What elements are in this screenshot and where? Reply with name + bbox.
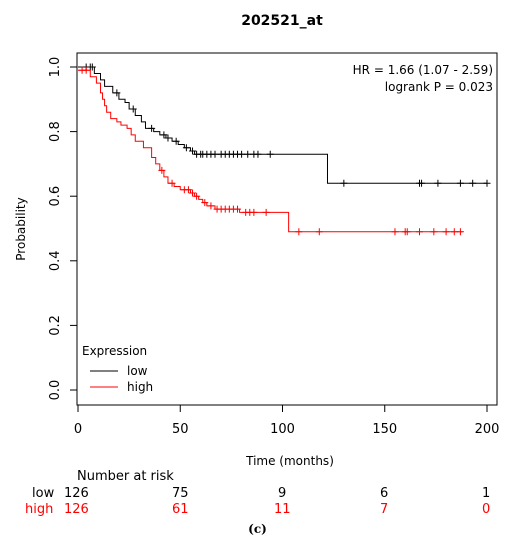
- legend-low-label: low: [127, 364, 148, 378]
- censor-mark: [182, 144, 190, 152]
- risk-value: 11: [274, 502, 291, 517]
- censor-mark: [295, 228, 303, 236]
- risk-row-label: high: [25, 502, 54, 517]
- risk-value: 0: [482, 502, 491, 517]
- censor-mark: [416, 228, 424, 236]
- y-tick-label: 0.0: [48, 380, 63, 401]
- censor-mark: [82, 66, 90, 74]
- censor-mark: [129, 105, 137, 113]
- risk-value: 6: [380, 486, 389, 501]
- censor-mark: [434, 179, 442, 187]
- y-axis-label: Probability: [14, 197, 28, 260]
- censor-mark: [189, 147, 197, 155]
- censor-mark: [391, 228, 399, 236]
- censor-mark: [244, 150, 252, 158]
- censor-mark: [456, 228, 464, 236]
- censor-mark: [418, 179, 426, 187]
- plot-frame: [76, 52, 498, 406]
- censor-mark: [430, 228, 438, 236]
- km-chart: 202521_at 0 50 100 150 200 0.0 0.2 0.4 0.6 0.8 1.0…: [14, 13, 499, 468]
- censor-mark: [172, 137, 180, 145]
- y-tick-label: 0.8: [48, 121, 63, 142]
- risk-value: 1: [482, 486, 491, 501]
- censor-mark: [158, 166, 166, 174]
- risk-row-label: low: [32, 486, 55, 501]
- risk-value: 7: [380, 502, 389, 517]
- x-tick-label: 200: [475, 422, 500, 437]
- censor-mark: [184, 186, 192, 194]
- hr-annotation: HR = 1.66 (1.07 - 2.59): [353, 63, 493, 77]
- risk-value: 126: [64, 486, 89, 501]
- x-tick-label: 50: [172, 422, 189, 437]
- censor-mark: [469, 179, 477, 187]
- censor-mark: [254, 150, 262, 158]
- censor-mark: [450, 228, 458, 236]
- legend: Expression low high: [82, 344, 153, 394]
- censor-mark: [160, 131, 168, 139]
- risk-value: 126: [64, 502, 89, 517]
- survival-line-high: [78, 69, 463, 233]
- censor-mark: [234, 205, 242, 213]
- legend-high-label: high: [127, 380, 153, 394]
- risk-row-low: low 126 75 9 6 1: [0, 486, 515, 502]
- censor-mark: [164, 134, 172, 142]
- censor-mark: [456, 179, 464, 187]
- censor-mark: [88, 63, 96, 71]
- legend-title: Expression: [82, 344, 147, 358]
- axes: 0 50 100 150 200 0.0 0.2 0.4 0.6 0.8 1.0: [48, 57, 499, 437]
- censor-mark: [442, 228, 450, 236]
- censor-mark: [113, 89, 121, 97]
- x-tick-label: 150: [372, 422, 397, 437]
- series-high: [78, 66, 464, 236]
- y-tick-label: 0.6: [48, 186, 63, 207]
- censor-mark: [193, 192, 201, 200]
- y-tick-label: 0.4: [48, 250, 63, 271]
- censor-mark: [168, 179, 176, 187]
- censor-mark: [262, 208, 270, 216]
- risk-value: 75: [172, 486, 189, 501]
- censor-mark: [148, 124, 156, 132]
- chart-title: 202521_at: [241, 13, 323, 29]
- censor-mark: [340, 179, 348, 187]
- risk-value: 9: [278, 486, 287, 501]
- x-axis-label: Time (months): [245, 454, 334, 468]
- survival-curves: [78, 63, 491, 236]
- censor-mark: [201, 199, 209, 207]
- censor-mark: [266, 150, 274, 158]
- risk-table-title: Number at risk: [77, 469, 174, 484]
- risk-value: 61: [172, 502, 189, 517]
- risk-row-high: high 126 61 11 7 0: [0, 502, 515, 518]
- censor-mark: [189, 189, 197, 197]
- logrank-annotation: logrank P = 0.023: [385, 80, 493, 94]
- censor-mark: [483, 179, 491, 187]
- censor-mark: [250, 208, 258, 216]
- x-tick-label: 100: [270, 422, 295, 437]
- x-tick-label: 0: [74, 422, 82, 437]
- censor-mark: [315, 228, 323, 236]
- figure-caption: (c): [248, 522, 267, 536]
- censor-mark: [238, 150, 246, 158]
- y-tick-label: 0.2: [48, 315, 63, 336]
- censor-mark: [207, 202, 215, 210]
- censor-mark: [403, 228, 411, 236]
- censor-mark: [211, 150, 219, 158]
- y-tick-label: 1.0: [48, 57, 63, 78]
